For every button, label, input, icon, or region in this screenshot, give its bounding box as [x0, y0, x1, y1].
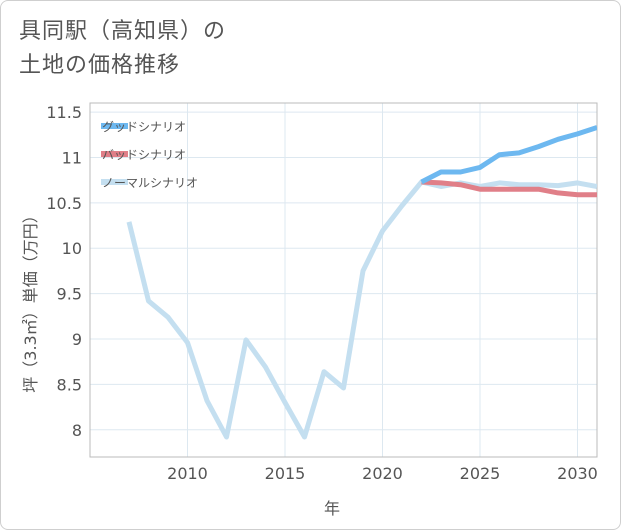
x-tick-label-2015: 2015 [265, 464, 306, 483]
chart-title-line-1: 具同駅（高知県）の [19, 19, 227, 44]
y-tick-label-4: 10 [62, 239, 82, 258]
x-tick-label-2020: 2020 [362, 464, 403, 483]
y-tick-label-0: 8 [72, 421, 82, 440]
x-tick-label-2030: 2030 [557, 464, 598, 483]
chart-title: 具同駅（高知県）の 土地の価格推移 [19, 15, 226, 83]
legend-label-2: ノーマルシナリオ [102, 176, 198, 190]
legend-label-1: バッドシナリオ [102, 148, 186, 162]
y-gridlines [90, 111, 597, 431]
x-axis-label: 年 [324, 499, 340, 518]
plot-area-border [89, 102, 598, 458]
series-line-1 [421, 179, 597, 198]
chart-title-line-2: 土地の価格推移 [19, 53, 181, 78]
series-line-2 [126, 179, 597, 440]
plot-area-background [90, 103, 597, 457]
x-tick-label-2010: 2010 [167, 464, 208, 483]
y-tick-label-3: 9.5 [57, 285, 82, 304]
y-axis-ticks: 8 8.5 9 9.5 10 10.5 11 11.5 [46, 103, 82, 440]
x-gridlines [187, 103, 578, 457]
series-line-0 [420, 125, 597, 185]
legend-label-0: グッドシナリオ [102, 120, 186, 134]
y-axis-label: 坪（3.3㎡）単価（万円） [21, 207, 40, 392]
y-tick-label-2: 9 [72, 330, 82, 349]
y-tick-label-1: 8.5 [57, 375, 82, 394]
series-layer [126, 125, 597, 440]
x-axis-ticks: 2010 2015 2020 2025 2030 [167, 464, 598, 483]
y-tick-label-7: 11.5 [46, 103, 82, 122]
y-tick-label-5: 10.5 [46, 194, 82, 213]
x-tick-label-2025: 2025 [460, 464, 501, 483]
y-tick-label-6: 11 [62, 148, 82, 167]
